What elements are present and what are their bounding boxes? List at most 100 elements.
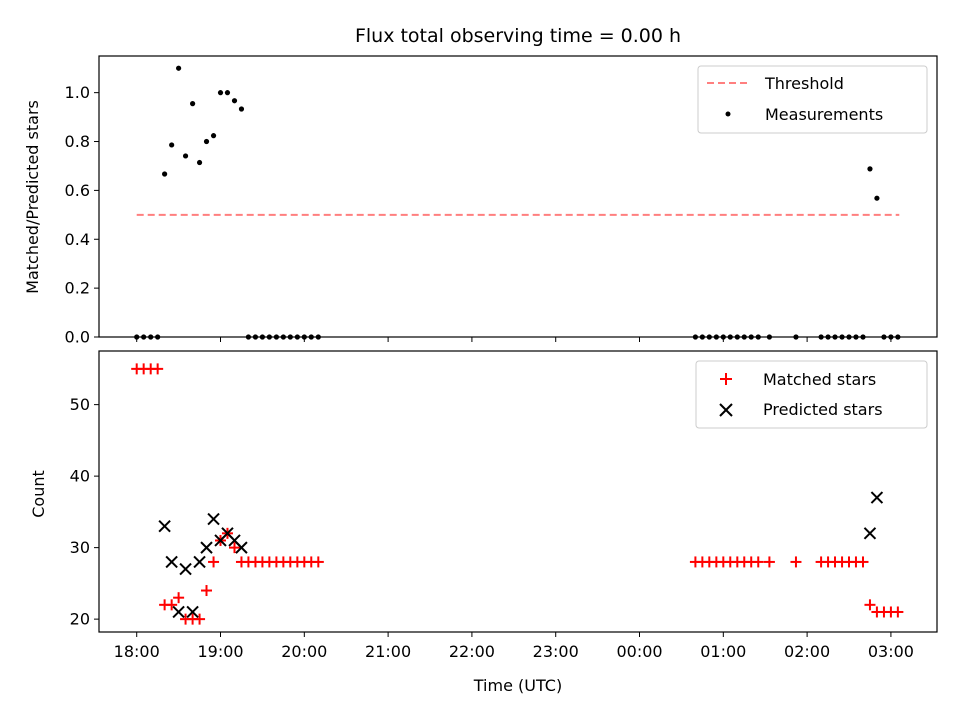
bottom-x-ticks: 18:00 19:00 20:00 21:00 22:00 23:00 00:00 01:00… [114,632,914,661]
bottom-legend-box [695,360,928,429]
matched-star-point [857,556,869,568]
measurement-point [839,334,845,340]
top-panel: Flux total observing time = 0.00 h Match… [23,25,938,347]
predicted-star-point [165,555,178,569]
predicted-star-point [200,541,213,554]
top-y-ticks: 0.0 0.2 0.4 0.6 0.8 1.0 [65,83,99,347]
measurement-point [203,138,210,145]
x-tick-label: 18:00 [114,642,160,661]
predicted-star-point [186,605,199,619]
predicted-star-point [179,562,192,576]
measurement-point [287,334,293,340]
measurement-point [141,334,147,340]
y-tick-label: 40 [70,467,90,486]
measurement-point [727,334,733,340]
top-plot-marks [134,65,901,340]
y-tick-label: 0.8 [65,132,90,151]
bottom-y-axis-label: Count [29,470,48,518]
measurement-point [210,133,217,139]
legend-predicted-swatch [719,403,733,417]
measurement-point [148,334,154,340]
matched-star-point [194,613,206,625]
matched-star-point [312,556,324,568]
measurement-point [155,334,161,340]
bottom-plot-marks [131,363,904,625]
measurement-point [224,90,231,96]
measurement-point [881,334,887,340]
measurement-point [301,334,307,340]
measurement-point [315,334,321,340]
y-tick-label: 20 [70,610,90,629]
legend-predicted-label: Predicted stars [763,400,883,419]
y-tick-label: 1.0 [65,83,90,102]
y-tick-label: 50 [70,395,90,414]
predicted-star-point [870,491,884,504]
measurement-point [895,334,901,340]
matched-star-point [166,599,178,611]
x-tick-label: 01:00 [700,642,746,661]
bottom-legend: Matched stars Predicted stars [695,360,928,429]
matched-star-point [152,363,164,375]
top-legend: Threshold Measurements [697,65,928,134]
predicted-star-point [172,605,185,619]
predicted-star-point [193,555,206,569]
measurement-point [273,334,280,340]
measurement-point [874,195,880,201]
legend-measurements-label: Measurements [765,105,883,124]
matched-star-point [201,585,213,597]
x-tick-label: 00:00 [616,642,662,661]
measurement-point [818,334,824,340]
matched-star-point [864,599,876,611]
x-axis-label: Time (UTC) [473,676,562,695]
measurement-point [238,106,245,112]
measurement-point [748,334,754,340]
measurement-point [176,65,182,71]
matched-star-point [763,556,775,568]
y-tick-label: 0.2 [65,279,90,298]
top-plot-frame [98,55,938,338]
measurement-point [182,153,189,159]
matched-star-point [229,542,241,554]
measurement-point [741,334,747,340]
x-tick-label: 03:00 [868,642,914,661]
measurement-point [853,334,859,340]
x-tick-label: 02:00 [784,642,830,661]
measurement-point [231,98,238,104]
legend-measurements-swatch [725,111,731,117]
measurement-point [280,334,286,340]
matched-star-point [892,606,904,618]
matched-star-point [173,592,185,604]
predicted-star-point [207,512,220,526]
legend-threshold-label: Threshold [764,74,844,93]
top-legend-box [697,65,928,134]
measurement-point [196,159,203,166]
measurement-point [720,334,726,340]
x-tick-label: 19:00 [197,642,243,661]
predicted-star-point [863,527,877,540]
measurement-point [245,334,252,340]
x-tick-label: 20:00 [281,642,327,661]
bottom-y-ticks: 20 30 40 50 [70,395,99,629]
measurement-point [692,334,699,340]
chart-title: Flux total observing time = 0.00 h [355,25,681,47]
measurement-point [706,334,712,340]
measurement-point [217,90,224,96]
matched-star-point [752,556,764,568]
x-tick-label: 22:00 [449,642,495,661]
x-tick-label: 21:00 [365,642,411,661]
measurement-point [259,334,266,340]
y-tick-label: 0.4 [65,230,90,249]
y-tick-label: 30 [70,538,90,557]
predicted-star-point [235,541,248,554]
measurement-point [190,101,196,107]
measurement-point [162,171,168,177]
measurement-point [699,334,705,340]
measurement-point [867,166,873,172]
legend-matched-label: Matched stars [763,370,876,389]
measurement-point [713,334,719,340]
matched-star-point [790,556,802,568]
bottom-plot-frame [98,350,938,633]
measurement-point [134,334,140,340]
x-tick-label: 23:00 [533,642,579,661]
measurement-point [860,334,866,340]
